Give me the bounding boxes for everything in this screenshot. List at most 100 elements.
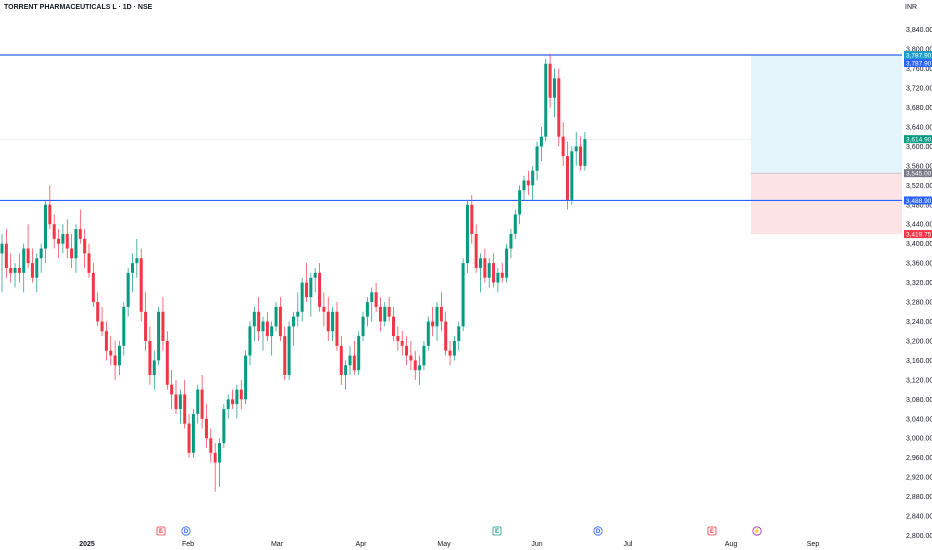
candle: [196, 384, 200, 424]
candle: [48, 185, 52, 230]
position-loss-zone[interactable]: [751, 173, 902, 235]
candle: [148, 326, 152, 385]
candle-body: [148, 340, 152, 376]
candle: [539, 126, 543, 162]
candle: [191, 409, 195, 458]
candle-body: [261, 321, 265, 332]
x-tick-label: Jul: [624, 541, 633, 548]
candle: [52, 214, 56, 249]
candle-body: [483, 258, 487, 278]
y-tick-label: 3,480.00: [906, 202, 932, 209]
candle: [65, 219, 69, 259]
candle-body: [144, 311, 148, 341]
candle: [313, 268, 317, 293]
candle: [326, 297, 330, 341]
price-tag-label: 3,614.90: [906, 137, 932, 144]
candle-body: [231, 399, 235, 405]
y-tick-label: 2,920.00: [906, 475, 932, 482]
x-tick-label: Sep: [807, 541, 820, 548]
event-marker-earnings[interactable]: E: [492, 526, 502, 536]
candle-body: [122, 306, 126, 346]
position-profit-zone[interactable]: [751, 55, 902, 174]
candle: [535, 141, 539, 181]
candle-body: [378, 306, 382, 322]
candle: [104, 321, 108, 361]
dividend-icon: [181, 526, 191, 536]
candle-body: [165, 340, 169, 385]
candle: [117, 340, 121, 376]
candle: [383, 302, 387, 327]
candle: [439, 292, 443, 332]
event-label: E: [710, 529, 714, 535]
candle-body: [244, 355, 248, 400]
y-tick-label: 3,720.00: [906, 86, 932, 93]
candle: [144, 292, 148, 351]
event-marker-earnings[interactable]: E: [156, 526, 166, 536]
candle: [348, 345, 352, 376]
candle: [318, 263, 322, 312]
candle: [496, 268, 500, 293]
price-tag-bg: [904, 169, 932, 178]
candle: [270, 321, 274, 356]
candle-body: [35, 258, 39, 278]
event-marker-split[interactable]: ⚡: [752, 526, 762, 536]
candle-body: [387, 306, 391, 317]
candle-body: [22, 248, 26, 273]
candle: [278, 297, 282, 341]
candle-body: [187, 423, 191, 453]
candle-body: [487, 263, 491, 278]
x-tick-label: 2025: [79, 541, 95, 548]
candle: [361, 311, 365, 341]
candle: [387, 297, 391, 322]
candle-body: [305, 282, 308, 298]
y-tick-label: 3,040.00: [906, 416, 932, 423]
candle: [287, 321, 291, 380]
candle-body: [339, 345, 343, 376]
x-tick-label: Jun: [531, 541, 542, 548]
candle-body: [570, 151, 574, 200]
candle: [579, 136, 583, 171]
candle-body: [152, 360, 156, 376]
candle: [544, 58, 548, 142]
candle-body: [535, 146, 539, 171]
event-label: E: [495, 529, 499, 535]
candle-body: [465, 204, 469, 264]
candle: [418, 355, 422, 385]
price-tag-bg: [904, 59, 932, 68]
candle: [370, 287, 374, 322]
candle: [566, 141, 569, 210]
candle-body: [278, 306, 282, 337]
candle-body: [322, 306, 326, 312]
candle-body: [74, 229, 78, 259]
candle: [426, 316, 430, 351]
candle: [435, 302, 439, 341]
candle-body: [239, 389, 243, 400]
candle: [283, 326, 287, 380]
candle-body: [91, 272, 95, 303]
candle-body: [26, 248, 30, 264]
event-label: D: [596, 529, 601, 535]
candle-body: [365, 302, 369, 317]
candle: [470, 195, 474, 244]
candle: [274, 302, 278, 332]
candle-body: [235, 389, 239, 405]
event-marker-earnings[interactable]: E: [707, 526, 717, 536]
candle: [157, 306, 161, 366]
candle: [113, 340, 117, 380]
candle: [174, 379, 178, 414]
candle-body: [178, 394, 182, 410]
candle: [474, 224, 478, 273]
candle: [231, 389, 235, 410]
candle-body: [57, 238, 61, 244]
x-tick-label: Mar: [271, 541, 284, 548]
event-marker-dividend[interactable]: D: [181, 526, 191, 536]
split-icon: [752, 526, 762, 536]
candle: [0, 233, 4, 293]
candle: [248, 321, 252, 366]
event-marker-dividend[interactable]: D: [593, 526, 603, 536]
candle-body: [548, 63, 552, 98]
candle-body: [200, 389, 204, 419]
candle-body: [270, 326, 274, 337]
